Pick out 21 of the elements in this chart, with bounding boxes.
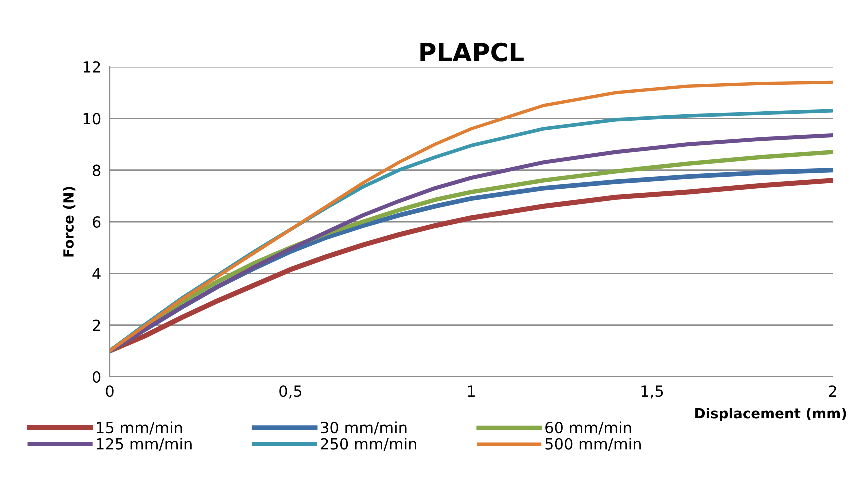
legend-label: 15 mm/min xyxy=(97,422,182,435)
y-tick-label: 2 xyxy=(93,320,100,332)
x-axis-title: Displacement (mm) xyxy=(696,408,846,422)
legend-label: 250 mm/min xyxy=(321,438,416,452)
legend-label: 60 mm/min xyxy=(546,422,632,435)
legend-label: 500 mm/min xyxy=(546,438,641,452)
x-tick-label: 0 xyxy=(106,386,114,398)
y-tick-label: 0 xyxy=(92,371,101,384)
y-tick-label: 8 xyxy=(92,164,101,176)
legend-label: 125 mm/min xyxy=(97,438,192,452)
x-tick-label: 1,5 xyxy=(642,386,664,399)
x-tick-label: 1 xyxy=(468,386,475,397)
x-tick-label: 2 xyxy=(829,386,836,397)
chart-title: PLAPCL xyxy=(420,42,524,62)
y-tick-label: 10 xyxy=(84,113,101,125)
x-tick-label: 0,5 xyxy=(280,386,302,399)
y-tick-label: 6 xyxy=(93,216,101,228)
y-axis-title: Force (N) xyxy=(63,187,76,257)
y-tick-label: 12 xyxy=(84,61,100,73)
legend-label: 30 mm/min xyxy=(321,422,407,435)
y-tick-label: 4 xyxy=(92,268,101,280)
